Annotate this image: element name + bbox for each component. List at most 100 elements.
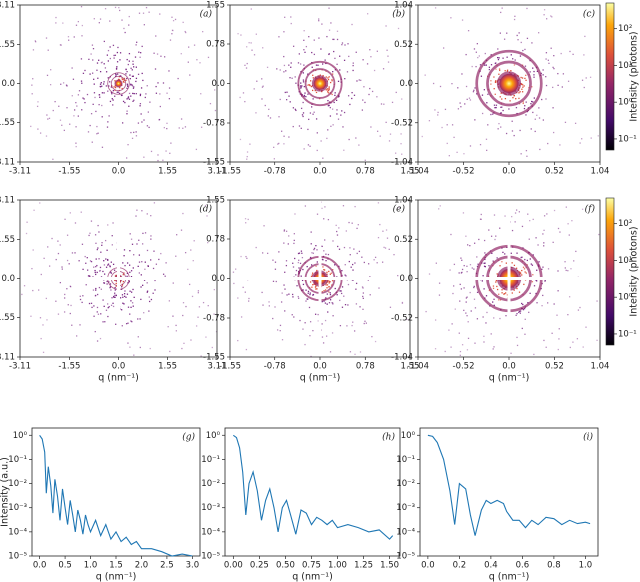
speckle: [135, 66, 137, 68]
x-tick-label: 0.0: [112, 167, 126, 177]
speckle: [513, 94, 515, 97]
speckle: [509, 100, 511, 102]
speckle: [293, 239, 295, 242]
speckle: [326, 271, 328, 273]
y-tick-label: 10⁻²: [8, 479, 27, 489]
speckle: [499, 69, 501, 72]
speckle: [362, 59, 364, 61]
speckle: [301, 114, 304, 116]
speckle: [307, 84, 309, 86]
speckle: [108, 115, 110, 117]
speckle: [255, 246, 257, 249]
speckle: [465, 53, 467, 56]
speckle: [339, 290, 341, 292]
speckle: [358, 250, 361, 253]
speckle: [557, 227, 560, 230]
speckle: [493, 298, 495, 300]
speckle: [262, 304, 264, 306]
speckle: [321, 323, 323, 325]
speckle: [108, 281, 110, 283]
speckle: [358, 144, 360, 146]
speckle: [511, 262, 513, 264]
speckle: [278, 142, 280, 145]
speckle: [421, 135, 423, 138]
speckle: [466, 270, 468, 273]
speckle: [341, 269, 343, 272]
speckle: [75, 101, 77, 104]
speckle: [339, 299, 341, 302]
speckle: [268, 301, 270, 303]
speckle: [140, 52, 142, 54]
speckle: [493, 317, 495, 319]
speckle: [320, 140, 322, 142]
speckle: [531, 281, 534, 283]
speckle: [328, 280, 331, 283]
speckle: [327, 129, 329, 131]
speckle: [100, 276, 103, 278]
speckle: [104, 321, 106, 323]
speckle: [481, 280, 484, 282]
y-tick-label: 10⁰: [401, 431, 416, 441]
speckle: [351, 23, 353, 26]
speckle: [71, 252, 74, 254]
speckle: [312, 293, 315, 296]
speckle: [292, 125, 294, 128]
speckle: [31, 267, 33, 270]
speckle: [103, 264, 106, 266]
speckle: [237, 297, 239, 299]
speckle: [454, 308, 456, 310]
speckle: [322, 75, 324, 77]
speckle: [214, 109, 217, 112]
speckle: [152, 292, 154, 294]
speckle: [366, 13, 369, 15]
y-axis-label: Intensity (a.u.): [0, 457, 11, 527]
speckle: [131, 243, 134, 245]
speckle: [172, 315, 174, 317]
speckle: [553, 209, 556, 212]
speckle: [109, 283, 112, 285]
speckle: [510, 352, 512, 354]
colorbar-tick-label: 10¹: [618, 256, 632, 266]
x-tick-label: 0.0: [313, 167, 327, 177]
speckle: [318, 18, 320, 20]
speckle: [380, 103, 383, 105]
speckle: [330, 125, 332, 127]
speckle: [533, 285, 536, 287]
speckle: [498, 299, 500, 301]
speckle: [138, 239, 140, 241]
speckle: [311, 252, 313, 254]
speckle: [283, 242, 285, 244]
speckle: [551, 332, 553, 334]
speckle: [191, 295, 194, 298]
speckle: [362, 287, 364, 289]
speckle: [100, 313, 102, 315]
speckle: [297, 261, 300, 264]
y-axis-label: q (nm⁻¹): [0, 63, 1, 104]
speckle: [439, 205, 441, 207]
speckle: [457, 108, 460, 110]
speckle: [316, 269, 318, 272]
speckle: [112, 44, 115, 47]
speckle: [466, 265, 468, 267]
speckle: [348, 221, 350, 224]
x-tick-label: 0.0: [421, 561, 435, 571]
speckle: [318, 20, 320, 22]
speckle: [46, 319, 48, 321]
speckle: [309, 256, 312, 259]
panel-title: (e): [393, 204, 406, 215]
speckle: [564, 267, 566, 269]
speckle: [504, 253, 506, 255]
speckle: [36, 105, 39, 108]
speckle: [527, 302, 529, 304]
speckle: [524, 48, 526, 51]
speckle: [123, 303, 125, 305]
speckle: [451, 124, 454, 126]
frame: [419, 427, 599, 557]
speckle: [446, 124, 448, 126]
speckle: [467, 321, 469, 323]
speckle: [294, 108, 297, 110]
speckle: [127, 97, 129, 99]
speckle: [520, 83, 523, 86]
speckle: [401, 302, 404, 304]
speckle: [585, 77, 587, 79]
